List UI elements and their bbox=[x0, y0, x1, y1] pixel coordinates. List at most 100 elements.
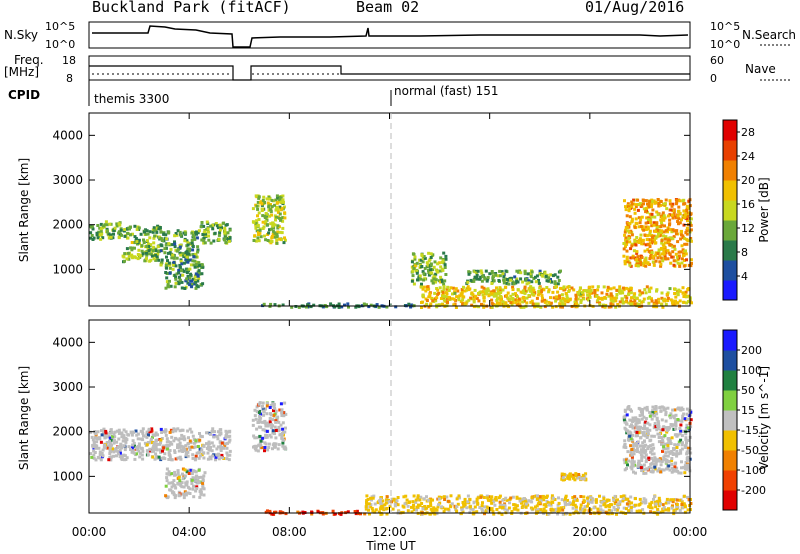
echo-cell bbox=[466, 494, 470, 498]
echo-cell bbox=[175, 256, 179, 260]
echo-cell bbox=[588, 295, 592, 299]
echo-cell bbox=[652, 234, 656, 238]
echo-cell bbox=[527, 279, 531, 283]
echo-cell bbox=[102, 430, 106, 434]
echo-cell bbox=[644, 264, 648, 268]
echo-cell bbox=[673, 468, 677, 472]
echo-cell bbox=[283, 401, 287, 405]
echo-cell bbox=[561, 512, 565, 516]
echo-cell bbox=[571, 506, 575, 510]
echo-cell bbox=[633, 225, 637, 229]
echo-cell bbox=[645, 225, 649, 229]
echo-cell bbox=[195, 260, 199, 264]
echo-cell bbox=[265, 429, 269, 433]
echo-cell bbox=[650, 200, 654, 204]
echo-cell bbox=[637, 216, 641, 220]
echo-cell bbox=[502, 278, 506, 282]
echo-cell bbox=[273, 510, 276, 514]
echo-cell bbox=[412, 494, 416, 498]
cpid-label: CPID bbox=[8, 88, 41, 102]
echo-cell bbox=[446, 285, 450, 289]
echo-cell bbox=[501, 506, 505, 509]
echo-cell bbox=[628, 261, 632, 265]
echo-cell bbox=[657, 467, 661, 471]
echo-cell bbox=[490, 290, 494, 294]
echo-cell bbox=[98, 453, 102, 456]
echo-cell bbox=[499, 294, 503, 298]
echo-cell bbox=[155, 226, 159, 230]
echo-cell bbox=[410, 260, 414, 264]
echo-cell bbox=[415, 261, 419, 265]
echo-cell bbox=[426, 498, 430, 502]
echo-cell bbox=[471, 512, 475, 516]
echo-cell bbox=[535, 274, 539, 278]
echo-cell bbox=[622, 506, 626, 510]
echo-cell bbox=[425, 302, 429, 306]
echo-cell bbox=[662, 202, 666, 206]
echo-cell bbox=[679, 429, 683, 433]
echo-cell bbox=[120, 431, 124, 435]
echo-cell bbox=[445, 292, 449, 296]
echo-cell bbox=[192, 282, 196, 286]
echo-cell bbox=[644, 199, 648, 203]
echo-cell bbox=[160, 244, 164, 248]
echo-cell bbox=[521, 504, 525, 508]
echo-cell bbox=[628, 222, 632, 226]
echo-cell bbox=[629, 444, 633, 448]
echo-cell bbox=[574, 297, 578, 301]
echo-cell bbox=[228, 236, 232, 240]
echo-cell bbox=[686, 495, 689, 499]
echo-cell bbox=[209, 457, 213, 461]
echo-cell bbox=[271, 447, 274, 451]
echo-cell bbox=[660, 418, 664, 422]
echo-cell bbox=[190, 283, 194, 286]
echo-cell bbox=[270, 213, 273, 217]
echo-cell bbox=[393, 504, 397, 508]
echo-cell bbox=[165, 479, 169, 483]
echo-cell bbox=[226, 238, 230, 241]
echo-cell bbox=[178, 429, 182, 433]
echo-cell bbox=[586, 289, 590, 293]
echo-cell bbox=[438, 501, 442, 505]
echo-cell bbox=[642, 497, 646, 501]
echo-cell bbox=[137, 238, 141, 242]
echo-cell bbox=[192, 446, 196, 450]
echo-cell bbox=[281, 441, 285, 445]
echo-cell bbox=[270, 198, 274, 202]
echo-cell bbox=[498, 503, 502, 507]
echo-cell bbox=[623, 199, 626, 203]
echo-cell bbox=[98, 226, 102, 230]
echo-cell bbox=[130, 248, 134, 252]
echo-cell bbox=[676, 220, 680, 223]
echo-cell bbox=[565, 294, 569, 298]
echo-cell bbox=[183, 448, 187, 452]
echo-cell bbox=[672, 235, 676, 239]
echo-cell bbox=[485, 505, 489, 509]
echo-cell bbox=[549, 296, 552, 300]
nsky-label: N.Sky bbox=[4, 28, 39, 42]
echo-cell bbox=[425, 265, 429, 269]
echo-cell bbox=[610, 509, 613, 513]
echo-cell bbox=[647, 216, 651, 220]
echo-cell bbox=[130, 446, 134, 450]
echo-cell bbox=[145, 251, 148, 255]
colorbar-segment bbox=[723, 430, 737, 451]
echo-cell bbox=[219, 447, 223, 451]
echo-cell bbox=[629, 451, 633, 455]
echo-cell bbox=[579, 503, 583, 507]
echo-cell bbox=[254, 226, 258, 230]
echo-cell bbox=[591, 285, 595, 289]
echo-cell bbox=[658, 432, 661, 436]
echo-cell bbox=[594, 498, 598, 502]
echo-cell bbox=[490, 282, 494, 285]
echo-cell bbox=[162, 232, 166, 236]
echo-cell bbox=[643, 259, 647, 263]
echo-cell bbox=[558, 294, 561, 298]
echo-cell bbox=[227, 239, 231, 243]
echo-cell bbox=[630, 501, 634, 505]
echo-cell bbox=[495, 286, 498, 290]
echo-cell bbox=[136, 253, 140, 256]
echo-cell bbox=[552, 296, 556, 300]
echo-cell bbox=[431, 268, 435, 271]
echo-cell bbox=[655, 226, 659, 230]
